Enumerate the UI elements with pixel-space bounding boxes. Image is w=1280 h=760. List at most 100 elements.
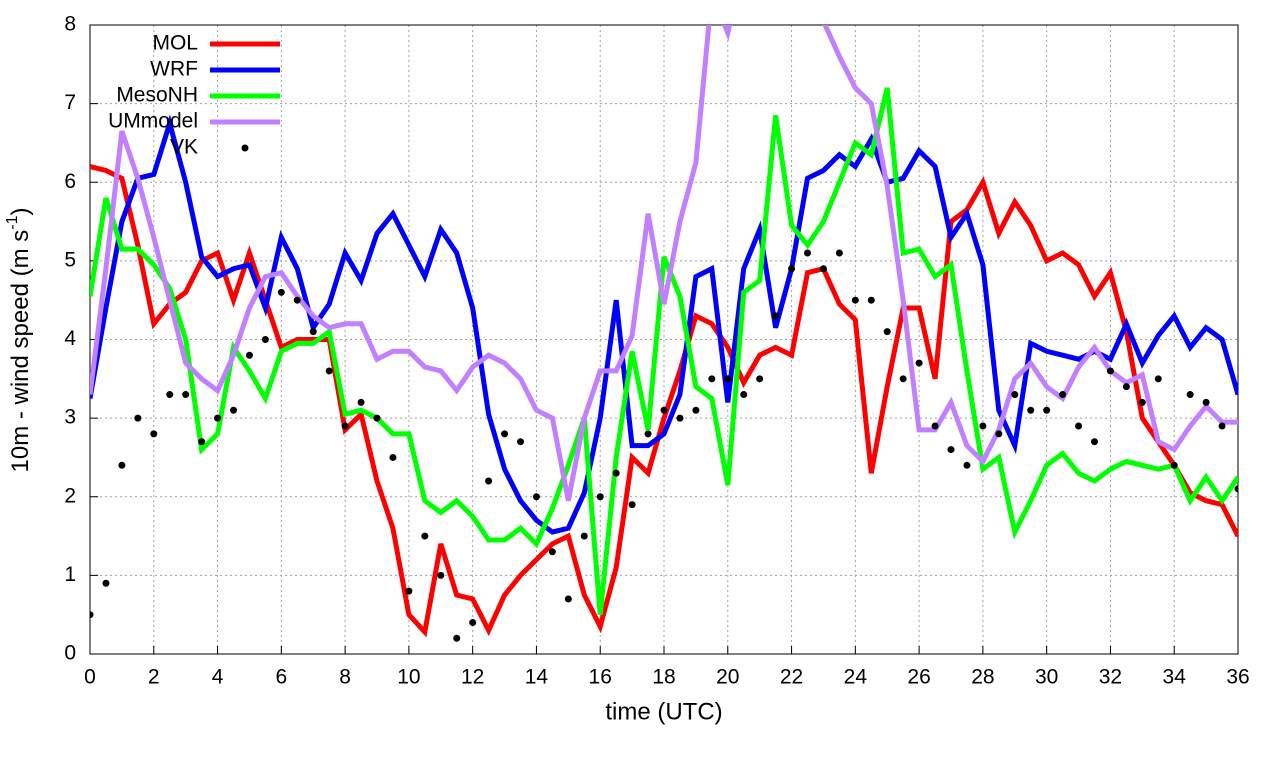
legend-label: VK	[170, 136, 198, 159]
data-point	[628, 501, 636, 509]
data-point	[644, 430, 652, 438]
data-point	[1075, 422, 1083, 430]
data-point	[166, 391, 174, 399]
x-tick-label: 16	[589, 666, 612, 689]
y-tick-label: 8	[64, 13, 76, 36]
data-point	[788, 265, 796, 273]
data-point	[341, 422, 349, 430]
legend-label: MOL	[152, 32, 198, 55]
y-axis-label: 10m - wind speed (m s-1)	[4, 208, 34, 473]
data-point	[453, 634, 461, 642]
y-tick-label: 7	[64, 91, 76, 114]
data-point	[134, 414, 142, 422]
plot-frame	[89, 24, 1239, 655]
data-point	[293, 296, 301, 304]
data-point	[708, 375, 716, 383]
data-line	[90, 164, 1238, 638]
x-tick-label: 18	[652, 666, 675, 689]
data-point	[102, 579, 110, 587]
y-tick-label: 5	[64, 248, 76, 271]
data-point	[182, 391, 190, 399]
data-point	[198, 438, 206, 446]
data-point	[692, 406, 700, 414]
data-point	[899, 375, 907, 383]
data-point	[230, 406, 237, 414]
data-point	[596, 493, 604, 501]
x-tick-label: 6	[275, 666, 287, 689]
x-tick-label: 22	[780, 666, 803, 689]
x-tick-label: 8	[339, 666, 351, 689]
data-point	[867, 296, 875, 304]
data-point	[150, 430, 158, 438]
data-point	[1202, 398, 1210, 406]
y-tick-label: 1	[64, 563, 76, 586]
data-point	[1059, 391, 1067, 399]
data-point	[214, 414, 222, 422]
data-point	[90, 611, 94, 619]
data-point	[947, 446, 955, 454]
data-point	[485, 477, 493, 485]
data-point	[437, 571, 445, 579]
x-tick-label: 34	[1163, 666, 1187, 689]
x-tick-label: 20	[716, 666, 739, 689]
legend-label: WRF	[150, 58, 198, 81]
data-point	[245, 351, 253, 359]
y-tick-label: 4	[64, 327, 76, 350]
data-point	[580, 532, 588, 540]
data-point	[1218, 422, 1226, 430]
data-point	[851, 296, 859, 304]
y-label-main: 10m - wind speed (m s	[7, 230, 34, 473]
y-label-sup: -1	[4, 215, 21, 229]
x-tick-label: 14	[525, 666, 549, 689]
legend-label: MesoNH	[116, 84, 198, 107]
y-label-end: )	[7, 208, 34, 216]
data-point	[1122, 383, 1130, 391]
x-tick-label: 2	[148, 666, 160, 689]
data-point	[357, 398, 365, 406]
data-point	[819, 265, 827, 273]
data-point	[405, 587, 413, 595]
data-point	[517, 438, 524, 446]
x-tick-label: 30	[1035, 666, 1058, 689]
data-point	[548, 548, 556, 556]
data-point	[1027, 406, 1035, 414]
data-point	[532, 493, 540, 501]
data-point	[1106, 367, 1114, 375]
data-point	[931, 422, 939, 430]
data-point	[1170, 461, 1178, 469]
legend-symbol	[241, 144, 249, 152]
data-point	[1138, 398, 1146, 406]
data-point	[660, 406, 668, 414]
data-point	[421, 532, 429, 540]
data-point	[1011, 391, 1019, 399]
data-line	[90, 87, 1238, 615]
data-point	[804, 249, 811, 257]
data-point	[1234, 485, 1238, 493]
data-point	[501, 430, 509, 438]
x-tick-label: 12	[461, 666, 484, 689]
x-tick-label: 10	[397, 666, 420, 689]
data-point	[963, 461, 971, 469]
data-point	[373, 414, 381, 422]
data-point	[979, 422, 987, 430]
data-point	[756, 375, 764, 383]
data-point	[309, 328, 317, 336]
data-point	[564, 595, 572, 603]
data-point	[277, 288, 285, 296]
data-line	[90, 114, 1238, 535]
data-point	[883, 328, 891, 336]
y-tick-label: 6	[64, 170, 76, 193]
x-tick-label: 4	[212, 666, 224, 689]
x-axis-label: time (UTC)	[605, 698, 722, 725]
data-point	[261, 336, 269, 343]
y-tick-label: 3	[64, 406, 76, 429]
data-point	[995, 430, 1003, 438]
data-point	[1091, 438, 1098, 446]
x-tick-label: 28	[971, 666, 994, 689]
data-point	[325, 367, 333, 375]
x-tick-label: 24	[844, 666, 868, 689]
data-point	[724, 375, 732, 383]
x-tick-label: 32	[1099, 666, 1122, 689]
data-point	[1154, 375, 1162, 383]
data-point	[118, 461, 126, 469]
